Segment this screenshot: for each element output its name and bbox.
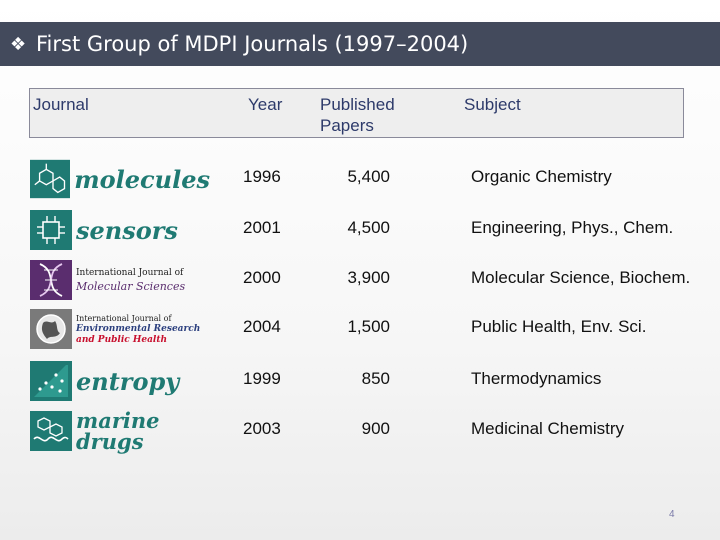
ijms-logo: International Journal of Molecular Scien… xyxy=(30,260,210,300)
table-row: sensors 2001 4,500 Engineering, Phys., C… xyxy=(0,206,720,252)
subject-cell: Organic Chemistry xyxy=(471,167,612,186)
table-row: International Journal of Molecular Scien… xyxy=(0,256,720,302)
table-row: marine drugs 2003 900 Medicinal Chemistr… xyxy=(0,407,720,453)
papers-cell: 900 xyxy=(361,419,390,438)
subject-cell: Thermodynamics xyxy=(471,369,602,388)
subject-cell: Molecular Science, Biochem. xyxy=(471,268,691,287)
ijms-logo-icon xyxy=(30,260,72,300)
ijerph-logo: International Journal of Environmental R… xyxy=(30,309,210,349)
header-published-papers: Published Papers xyxy=(320,95,395,135)
page-number: 4 xyxy=(669,509,675,520)
ijerph-logo-text: International Journal of Environmental R… xyxy=(76,313,201,345)
year-cell: 2004 xyxy=(243,317,281,336)
papers-cell: 4,500 xyxy=(347,218,390,237)
year-cell: 2001 xyxy=(243,218,281,237)
year-cell: 2003 xyxy=(243,419,281,438)
header-journal: Journal xyxy=(33,95,89,114)
header-year: Year xyxy=(248,95,283,114)
entropy-logo-icon xyxy=(30,361,72,401)
molecules-logo-icon xyxy=(30,159,71,199)
ijerph-logo-icon xyxy=(30,309,72,349)
marine-drugs-logo: marine drugs xyxy=(30,408,210,454)
table-row: entropy 1999 850 Thermodynamics xyxy=(0,357,720,403)
entropy-logo-text: entropy xyxy=(76,366,180,396)
table-row: International Journal of Environmental R… xyxy=(0,305,720,351)
subject-cell: Engineering, Phys., Chem. xyxy=(471,218,674,237)
year-cell: 1996 xyxy=(243,167,281,186)
subject-cell: Public Health, Env. Sci. xyxy=(471,317,647,336)
papers-cell: 850 xyxy=(361,369,390,388)
sensors-logo-text: sensors xyxy=(76,215,178,245)
molecules-logo: molecules xyxy=(30,159,210,199)
slide-title: First Group of MDPI Journals (1997–2004) xyxy=(36,32,469,56)
table-row: molecules 1996 5,400 Organic Chemistry xyxy=(0,155,720,201)
entropy-logo: entropy xyxy=(30,361,210,401)
slide-title-bar: ❖ First Group of MDPI Journals (1997–200… xyxy=(0,22,720,66)
diamond-bullet-icon: ❖ xyxy=(10,33,27,55)
table-header-box xyxy=(29,88,684,138)
year-cell: 1999 xyxy=(243,369,281,388)
subject-cell: Medicinal Chemistry xyxy=(471,419,625,438)
marine-drugs-logo-icon xyxy=(30,411,72,451)
header-subject: Subject xyxy=(464,95,521,114)
papers-cell: 5,400 xyxy=(347,167,390,186)
year-cell: 2000 xyxy=(243,268,281,287)
sensors-logo-icon xyxy=(30,210,72,250)
marine-drugs-logo-text: marine drugs xyxy=(76,408,160,454)
papers-cell: 3,900 xyxy=(347,268,390,287)
papers-cell: 1,500 xyxy=(347,317,390,336)
ijms-logo-text: International Journal of Molecular Scien… xyxy=(76,268,186,293)
molecules-logo-text: molecules xyxy=(74,164,210,194)
sensors-logo: sensors xyxy=(30,210,210,250)
